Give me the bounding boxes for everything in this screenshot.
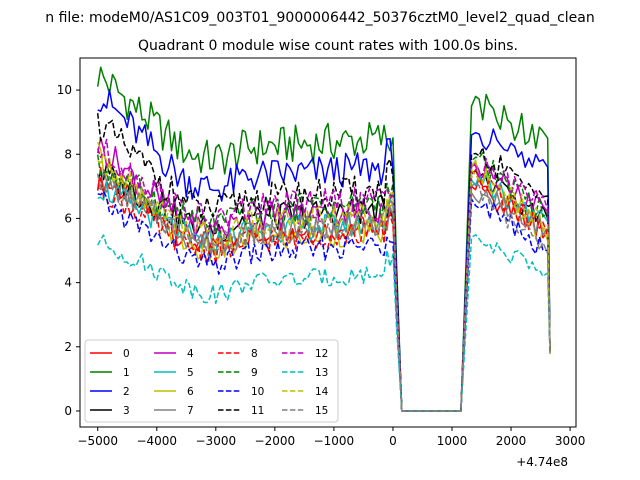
legend-label: 6 <box>187 386 194 398</box>
series-line-1 <box>96 66 551 412</box>
legend-label: 3 <box>123 405 130 417</box>
y-tick-label: 10 <box>57 83 72 97</box>
legend-label: 10 <box>251 386 264 398</box>
y-ticks: 0 2 4 6 8 10 <box>57 83 80 418</box>
legend-label: 9 <box>251 367 258 379</box>
series-line-11 <box>96 113 551 412</box>
plot-area <box>96 66 551 412</box>
x-tick-label: −2000 <box>255 434 296 448</box>
legend-frame <box>84 339 339 423</box>
legend-label: 7 <box>187 405 194 417</box>
series-line-0 <box>96 166 551 412</box>
chart-title: Quadrant 0 module wise count rates with … <box>138 38 518 54</box>
x-tick-label: 1000 <box>437 434 468 448</box>
series-layer <box>96 66 551 412</box>
x-offset-label: +4.74e8 <box>516 455 568 469</box>
x-tick-label: 0 <box>389 434 397 448</box>
legend-label: 0 <box>123 348 130 360</box>
y-tick-label: 2 <box>64 340 72 354</box>
legend-label: 11 <box>251 405 264 417</box>
x-tick-label: −3000 <box>196 434 237 448</box>
series-line-8 <box>96 168 551 412</box>
legend-label: 8 <box>251 348 258 360</box>
series-line-15 <box>96 173 551 412</box>
x-tick-label: −5000 <box>77 434 118 448</box>
y-tick-label: 8 <box>64 147 72 161</box>
x-tick-label: 3000 <box>555 434 586 448</box>
axes-frame <box>79 57 577 428</box>
x-ticks: −5000 −4000 −3000 −2000 −1000 0 1000 2000 3000 <box>77 427 585 448</box>
legend-label: 5 <box>187 367 194 379</box>
x-tick-label: −1000 <box>314 434 355 448</box>
legend-label: 4 <box>187 348 194 360</box>
x-tick-label: 2000 <box>496 434 527 448</box>
y-tick-label: 4 <box>64 276 72 290</box>
figure-suptitle: n file: modeM0/AS1C09_003T01_9000006442_… <box>45 10 594 26</box>
series-line-13 <box>97 233 551 412</box>
legend-label: 1 <box>123 367 130 379</box>
series-line-12 <box>96 138 551 412</box>
legend-label: 15 <box>315 405 328 417</box>
y-tick-label: 6 <box>64 211 72 225</box>
legend-label: 14 <box>315 386 329 398</box>
x-tick-label: −4000 <box>136 434 177 448</box>
y-tick-label: 0 <box>64 404 72 418</box>
legend-label: 12 <box>315 348 328 360</box>
legend-label: 2 <box>123 386 130 398</box>
series-line-10 <box>97 190 551 412</box>
series-line-6 <box>97 141 551 412</box>
series-line-14 <box>97 152 551 412</box>
legend-label: 13 <box>315 367 328 379</box>
